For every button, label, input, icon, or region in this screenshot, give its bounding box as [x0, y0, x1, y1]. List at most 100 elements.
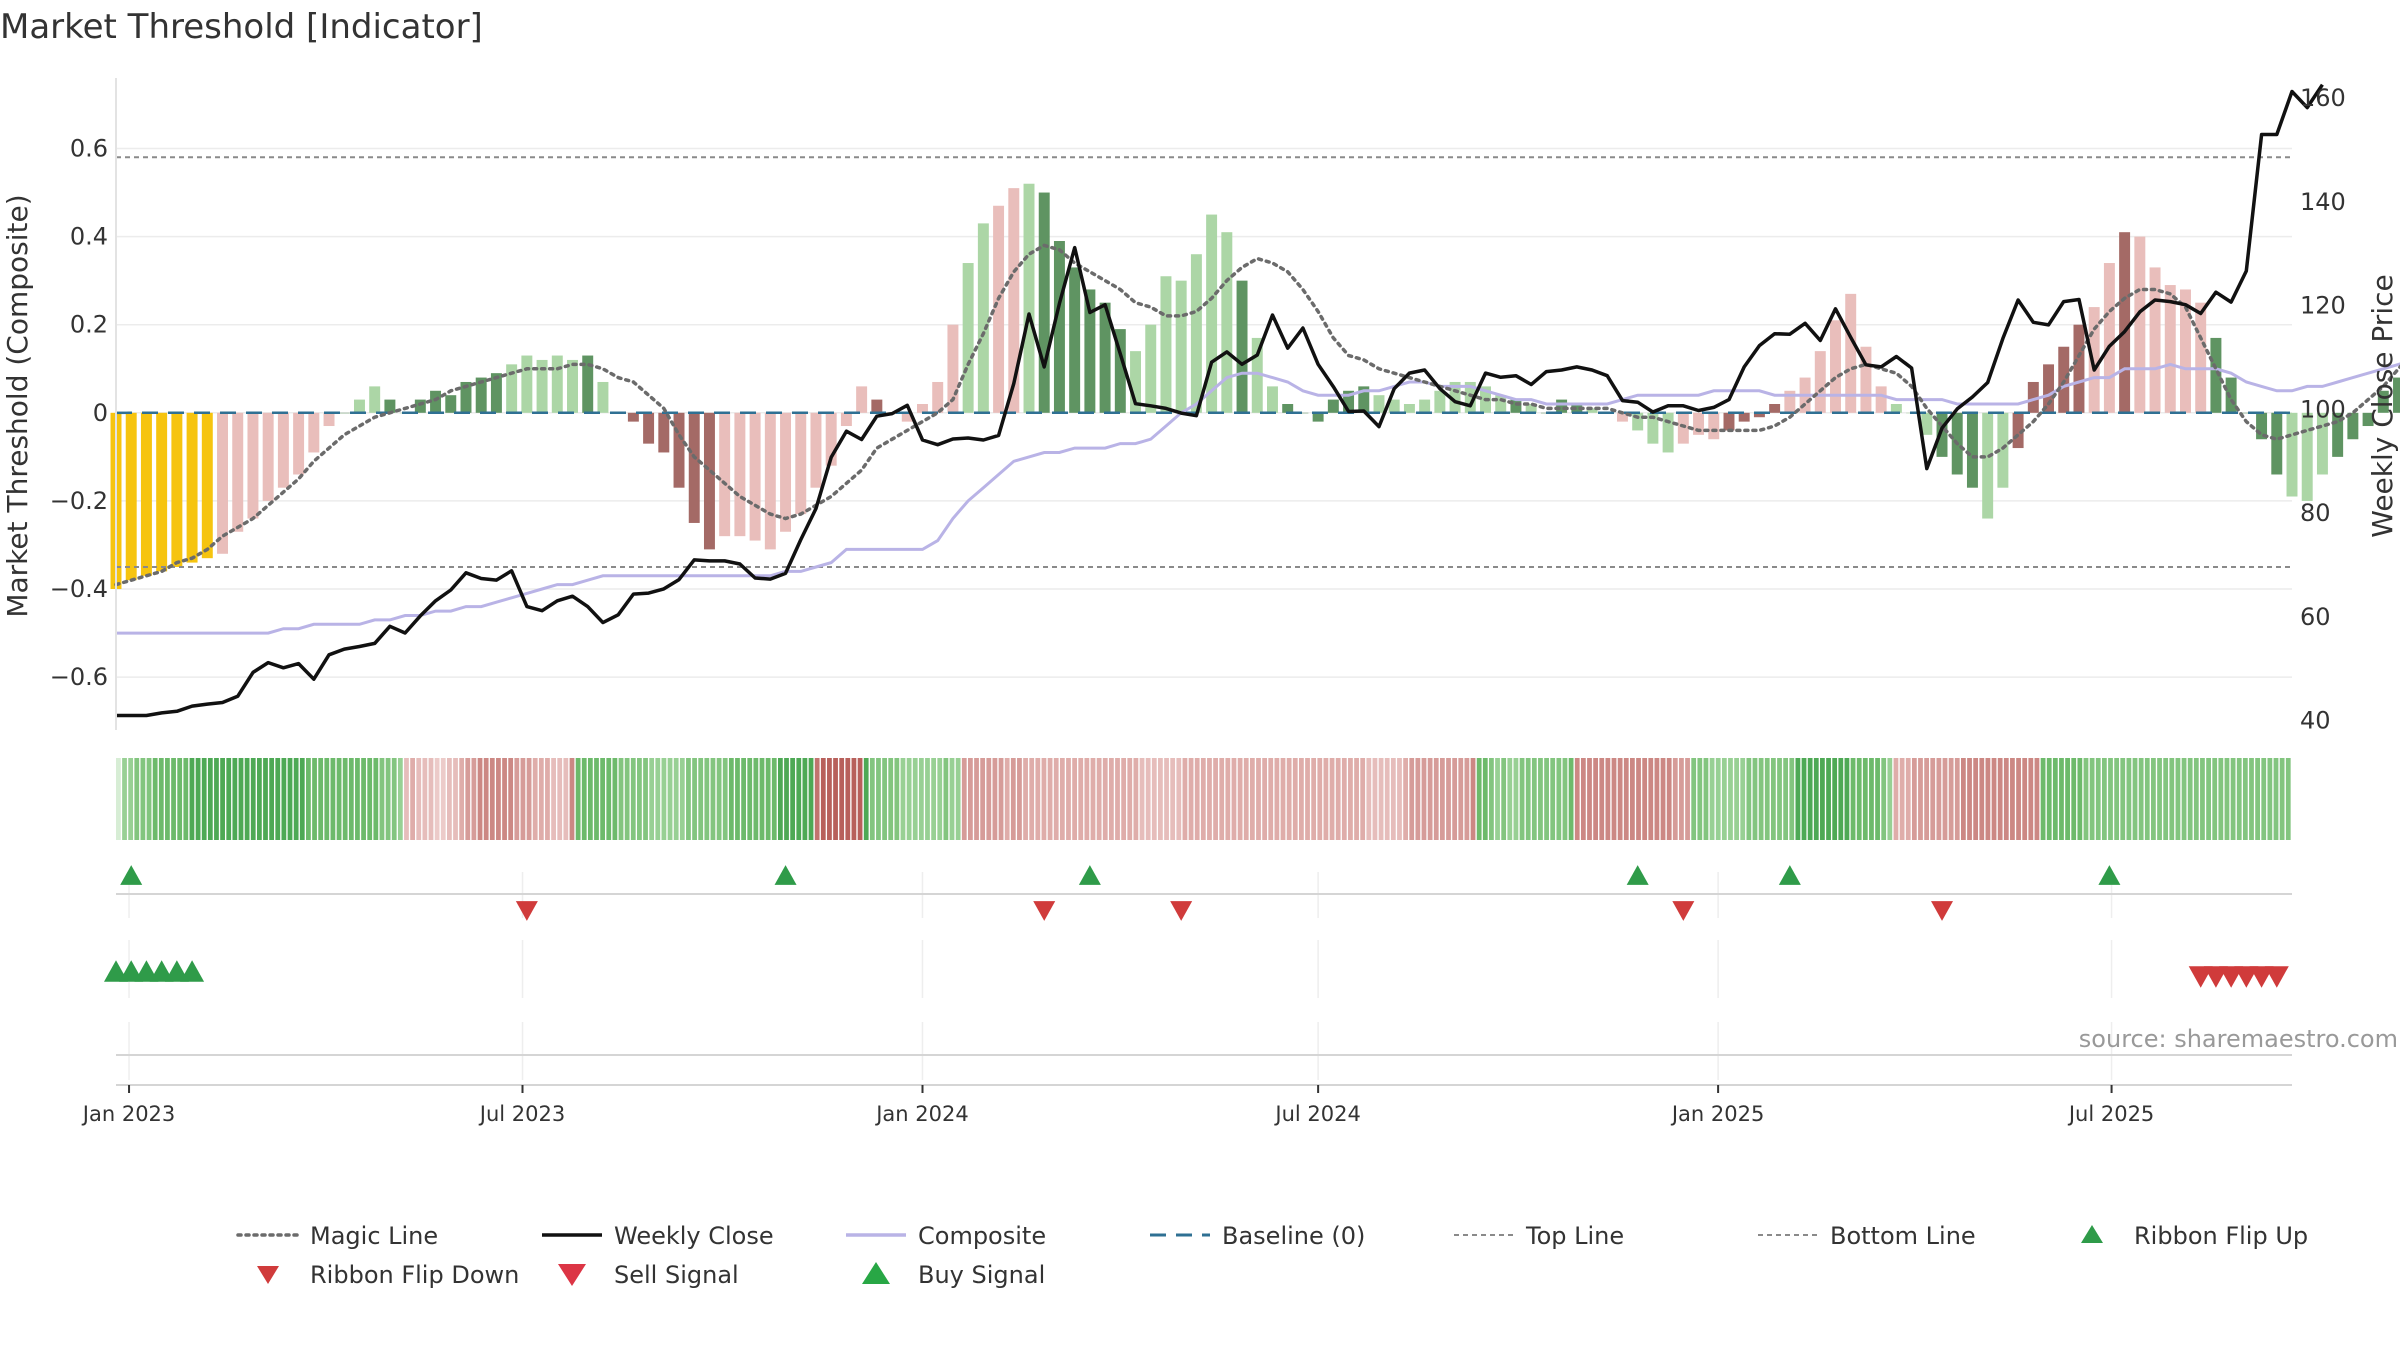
composite-bar	[1327, 399, 1339, 413]
ribbon-cell	[1623, 758, 1629, 840]
composite-bar	[1419, 399, 1431, 413]
ribbon-cell	[1770, 758, 1776, 840]
composite-bar	[2134, 236, 2146, 413]
ribbon-cell	[1421, 758, 1427, 840]
ribbon-cell	[2193, 758, 2199, 840]
ribbon-cell	[1838, 758, 1844, 840]
sell-signal-marker	[2188, 966, 2213, 988]
legend-label: Ribbon Flip Down	[310, 1261, 519, 1289]
ribbon-cell	[1758, 758, 1764, 840]
composite-bar	[1282, 404, 1294, 413]
ribbon-cell	[1954, 758, 1960, 840]
ribbon-cell	[643, 758, 648, 840]
ribbon-flip-up-marker	[1078, 865, 1101, 885]
ribbon-cell	[410, 758, 416, 840]
ribbon-cell	[2218, 758, 2224, 840]
legend-item: Magic Line	[236, 1222, 438, 1250]
ribbon-cell	[2010, 758, 2015, 840]
ribbon-cell	[1390, 758, 1396, 840]
legend-label: Weekly Close	[614, 1222, 774, 1250]
ribbon-cell	[2169, 758, 2175, 840]
ribbon-cell	[373, 758, 379, 840]
composite-bar	[1449, 381, 1461, 413]
ribbon-cell	[1489, 758, 1494, 840]
composite-bar	[962, 263, 974, 413]
composite-bar	[2012, 412, 2024, 449]
ribbon-cell	[2059, 758, 2064, 840]
composite-bar	[2377, 390, 2389, 413]
ribbon-cell	[2126, 758, 2132, 840]
ribbon-cell	[1617, 758, 1623, 840]
composite-bar	[1966, 412, 1978, 488]
ribbon-cell	[667, 758, 673, 840]
ribbon-cell	[2022, 758, 2028, 840]
composite-bar	[2225, 377, 2237, 413]
composite-bar	[1084, 289, 1096, 413]
ribbon-cell	[1286, 758, 1292, 840]
ribbon-cell	[2175, 758, 2181, 840]
composite-bar	[1236, 280, 1248, 413]
composite-bar	[2103, 263, 2115, 413]
ribbon-cell	[2249, 758, 2254, 840]
ribbon-cell	[1164, 758, 1169, 840]
composite-bar	[840, 412, 852, 427]
y-tick-label: 0.2	[70, 311, 108, 339]
composite-bar	[1525, 404, 1537, 413]
ribbon-cell	[2236, 758, 2242, 840]
ribbon-cell	[1084, 758, 1090, 840]
ribbon-cell	[2151, 758, 2156, 840]
ribbon-cell	[1151, 758, 1157, 840]
ribbon-cell	[784, 758, 789, 840]
ribbon-cell	[1777, 758, 1782, 840]
ribbon-cell	[1930, 758, 1936, 840]
ribbon-cell	[2255, 758, 2261, 840]
ribbon-cell	[489, 758, 495, 840]
ribbon-cell	[116, 758, 121, 840]
ribbon-cell	[2212, 758, 2218, 840]
composite-bar	[536, 359, 548, 413]
composite-bar	[2119, 232, 2131, 413]
ribbon-cell	[1372, 758, 1378, 840]
composite-bar	[1358, 386, 1370, 413]
ribbon-cell	[1703, 758, 1709, 840]
ribbon-cell	[753, 758, 759, 840]
ribbon-cell	[1108, 758, 1114, 840]
ribbon-cell	[446, 758, 452, 840]
ribbon-cell	[545, 758, 550, 840]
ribbon-cell	[594, 758, 599, 840]
ribbon-cell	[1317, 758, 1323, 840]
ribbon-cell	[1605, 758, 1611, 840]
ribbon-cell	[1507, 758, 1513, 840]
ribbon-cell	[256, 758, 262, 840]
ribbon-cell	[2034, 758, 2040, 840]
ribbon-cell	[1556, 758, 1562, 840]
ribbon-cell	[845, 758, 851, 840]
composite-bar	[1388, 399, 1400, 413]
ribbon-cell	[2285, 758, 2291, 840]
composite-bar	[703, 412, 715, 550]
ribbon-cell	[1029, 758, 1035, 840]
sell-signal-marker	[2249, 966, 2274, 988]
ribbon-cell	[306, 758, 311, 840]
ribbon-flip-up-marker	[2098, 865, 2121, 885]
ribbon-cell	[214, 758, 219, 840]
composite-bar	[1053, 241, 1065, 413]
ribbon-cell	[502, 758, 507, 840]
y2-tick-label: 60	[2300, 603, 2331, 631]
ribbon-cell	[637, 758, 642, 840]
ribbon-cell	[312, 758, 317, 840]
ribbon-cell	[2181, 758, 2187, 840]
legend-item: Ribbon Flip Up	[2081, 1222, 2308, 1250]
ribbon-cell	[2279, 758, 2285, 840]
ribbon-cell	[1078, 758, 1084, 840]
composite-bar	[2149, 267, 2161, 413]
ribbon-cell	[1875, 758, 1880, 840]
legend-swatch-flip-down-icon	[257, 1266, 279, 1284]
ribbon-cell	[1397, 758, 1402, 840]
ribbon-cell	[263, 758, 268, 840]
composite-bar	[262, 412, 274, 501]
ribbon-cell	[514, 758, 520, 840]
ribbon-cell	[2224, 758, 2230, 840]
chart-title: Market Threshold [Indicator]	[0, 7, 483, 47]
chart-axes: 0.6 0.4 0.2 0 −0.2 −0.4 −0.6 40 60 80 100 120 140 160	[50, 78, 2346, 735]
